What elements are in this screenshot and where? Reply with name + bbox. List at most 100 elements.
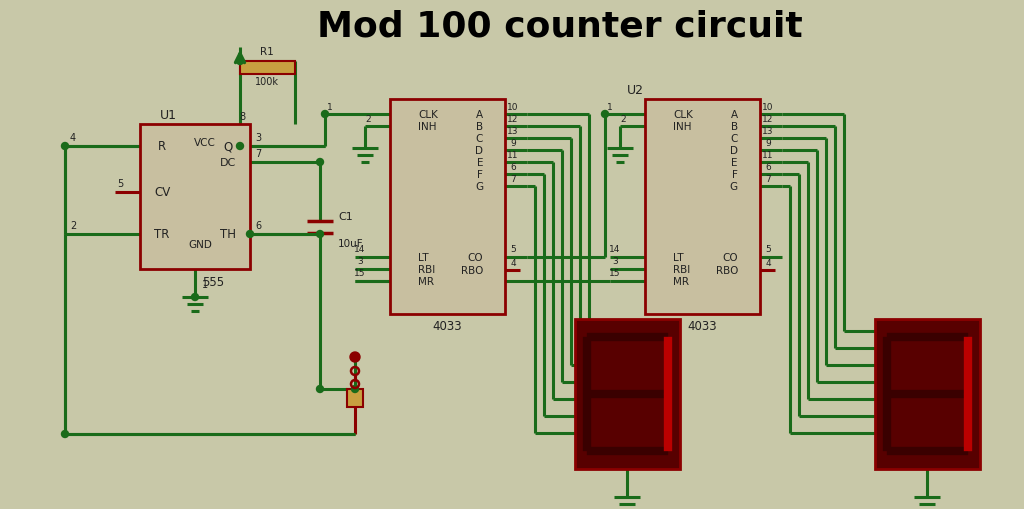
- Bar: [575, 319, 680, 469]
- Circle shape: [316, 386, 324, 393]
- Text: 5: 5: [765, 245, 771, 254]
- Text: 2: 2: [621, 115, 626, 123]
- Text: Q: Q: [223, 140, 232, 153]
- Text: A: A: [731, 110, 738, 120]
- Text: C1: C1: [338, 212, 352, 221]
- Circle shape: [601, 111, 608, 118]
- Text: 4: 4: [70, 133, 76, 143]
- Bar: [390, 100, 505, 315]
- Text: TH: TH: [220, 228, 236, 241]
- Circle shape: [351, 386, 358, 393]
- Text: 10uF: 10uF: [338, 239, 364, 248]
- Text: 15: 15: [354, 269, 366, 278]
- Bar: [140, 125, 250, 269]
- Text: 4033: 4033: [432, 320, 462, 333]
- Text: 555: 555: [202, 275, 224, 288]
- Text: 3: 3: [255, 133, 261, 143]
- Text: 11: 11: [507, 150, 519, 159]
- Text: 14: 14: [354, 245, 366, 254]
- Text: CV: CV: [154, 186, 170, 199]
- Bar: [240, 62, 295, 75]
- Circle shape: [316, 231, 324, 238]
- Text: MR: MR: [673, 276, 689, 287]
- Text: 7: 7: [510, 174, 516, 183]
- Text: 4033: 4033: [687, 320, 717, 333]
- Text: G: G: [475, 182, 483, 191]
- Text: DC: DC: [220, 158, 237, 167]
- Text: INH: INH: [418, 122, 436, 132]
- Text: CO: CO: [467, 252, 483, 263]
- Circle shape: [350, 352, 360, 362]
- Text: 8: 8: [239, 112, 245, 122]
- Text: GND: GND: [188, 240, 212, 249]
- Text: RBO: RBO: [716, 266, 738, 275]
- Text: RBI: RBI: [418, 265, 435, 274]
- Text: D: D: [475, 146, 483, 156]
- Text: 12: 12: [762, 115, 774, 123]
- Text: CO: CO: [722, 252, 738, 263]
- Text: 1: 1: [607, 102, 613, 111]
- Bar: [874, 319, 980, 469]
- Text: 4: 4: [510, 258, 516, 267]
- Text: VCC: VCC: [195, 138, 216, 148]
- Text: TR: TR: [155, 228, 170, 241]
- Text: 1: 1: [327, 102, 333, 111]
- Text: 13: 13: [507, 126, 519, 135]
- Text: C: C: [475, 134, 483, 144]
- Text: 2: 2: [366, 115, 371, 123]
- Text: LT: LT: [418, 252, 429, 263]
- Text: 5: 5: [117, 179, 123, 189]
- Text: 4: 4: [765, 258, 771, 267]
- Circle shape: [191, 294, 199, 301]
- Text: U1: U1: [160, 108, 177, 121]
- Text: 1: 1: [202, 279, 208, 290]
- Text: 13: 13: [762, 126, 774, 135]
- Text: 2: 2: [70, 220, 76, 231]
- Text: MR: MR: [418, 276, 434, 287]
- Text: RBO: RBO: [461, 266, 483, 275]
- Text: CLK: CLK: [418, 110, 438, 120]
- Text: 10: 10: [762, 102, 774, 111]
- Text: 100k: 100k: [255, 77, 279, 87]
- Text: 9: 9: [510, 138, 516, 147]
- Circle shape: [61, 431, 69, 438]
- Text: U2: U2: [627, 83, 644, 96]
- Text: 14: 14: [609, 245, 621, 254]
- Circle shape: [322, 111, 329, 118]
- Text: 6: 6: [765, 162, 771, 171]
- Text: 3: 3: [612, 257, 617, 266]
- Text: R1: R1: [260, 47, 273, 57]
- Text: Mod 100 counter circuit: Mod 100 counter circuit: [317, 9, 803, 43]
- Text: E: E: [476, 158, 483, 167]
- Bar: [347, 389, 362, 407]
- Text: 3: 3: [357, 257, 362, 266]
- Text: 9: 9: [765, 138, 771, 147]
- Circle shape: [247, 231, 254, 238]
- Text: G: G: [730, 182, 738, 191]
- Text: 10: 10: [507, 102, 519, 111]
- Circle shape: [61, 143, 69, 150]
- Circle shape: [237, 143, 244, 150]
- Text: F: F: [732, 169, 738, 180]
- Text: B: B: [731, 122, 738, 132]
- Text: LT: LT: [673, 252, 684, 263]
- Circle shape: [237, 59, 244, 65]
- Text: 7: 7: [765, 174, 771, 183]
- Text: B: B: [476, 122, 483, 132]
- Text: 6: 6: [255, 220, 261, 231]
- Text: RBI: RBI: [673, 265, 690, 274]
- Text: F: F: [477, 169, 483, 180]
- Text: CLK: CLK: [673, 110, 693, 120]
- Text: A: A: [476, 110, 483, 120]
- Text: D: D: [730, 146, 738, 156]
- Text: 7: 7: [255, 149, 261, 159]
- Text: R: R: [158, 140, 166, 153]
- Text: 15: 15: [609, 269, 621, 278]
- Text: C: C: [731, 134, 738, 144]
- Text: 12: 12: [507, 115, 519, 123]
- Text: E: E: [731, 158, 738, 167]
- Text: INH: INH: [673, 122, 691, 132]
- Text: 6: 6: [510, 162, 516, 171]
- Bar: [645, 100, 760, 315]
- Text: 11: 11: [762, 150, 774, 159]
